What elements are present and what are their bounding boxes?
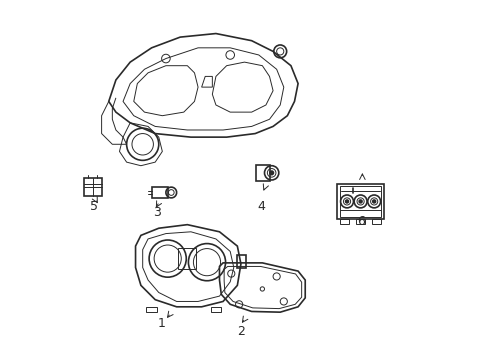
Circle shape	[358, 200, 361, 203]
Circle shape	[372, 200, 375, 203]
Text: 2: 2	[237, 325, 244, 338]
Circle shape	[269, 171, 273, 175]
Circle shape	[345, 200, 348, 203]
Text: 6: 6	[356, 215, 364, 228]
Text: 4: 4	[257, 201, 264, 213]
Text: 1: 1	[157, 317, 165, 330]
Text: 3: 3	[153, 206, 161, 219]
Text: 5: 5	[90, 201, 98, 213]
